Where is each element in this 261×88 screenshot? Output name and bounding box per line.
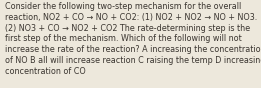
Text: Consider the following two-step mechanism for the overall
reaction, NO2 + CO → N: Consider the following two-step mechanis… bbox=[5, 2, 261, 76]
